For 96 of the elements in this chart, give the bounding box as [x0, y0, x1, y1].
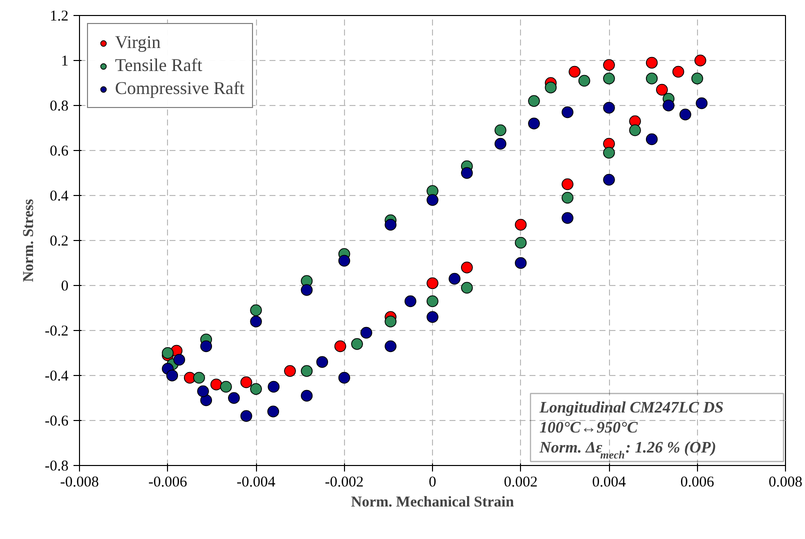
point [562, 192, 574, 204]
point [603, 146, 615, 159]
point [338, 254, 350, 267]
point [173, 354, 186, 366]
point [300, 390, 313, 402]
point [240, 410, 252, 422]
point [300, 365, 313, 377]
point [250, 316, 262, 328]
point [334, 340, 346, 352]
y-tick-label: 1.2 [50, 8, 68, 24]
y-tick-label: -0.4 [44, 368, 69, 384]
point [197, 385, 209, 398]
y-axis-title: Norm. Stress [20, 198, 37, 282]
x-tick-label: -0.002 [324, 474, 364, 490]
legend-label: Virgin [115, 32, 161, 53]
point [162, 347, 174, 359]
point [679, 108, 692, 120]
point [268, 380, 280, 393]
point [514, 236, 527, 249]
point [603, 59, 615, 71]
point [300, 284, 313, 296]
annotation: 100°C↔950°C [540, 420, 638, 436]
point [461, 167, 473, 179]
point [646, 133, 658, 146]
x-tick-label: -0.008 [60, 474, 99, 490]
y-tick-label: -0.6 [44, 414, 69, 430]
x-axis-title: Norm. Mechanical Strain [351, 494, 515, 510]
y-tick-label: 0.6 [50, 144, 69, 160]
point [426, 311, 438, 323]
point [448, 272, 460, 285]
point [240, 376, 252, 388]
annotation: Longitudinal CM247LC DS [538, 400, 724, 416]
x-tick-label: 0.008 [768, 474, 802, 490]
point [662, 100, 674, 112]
point [514, 257, 527, 269]
point [338, 372, 350, 384]
point [384, 316, 396, 328]
point [629, 124, 641, 136]
point [603, 174, 615, 186]
point [562, 212, 574, 224]
point [426, 277, 438, 290]
point [461, 262, 473, 274]
point [210, 378, 222, 390]
y-tick-label: -0.2 [44, 324, 69, 340]
y-tick-label: 0.4 [50, 188, 69, 204]
point [514, 218, 527, 231]
y-tick-label: 0.2 [50, 234, 68, 250]
point [461, 282, 473, 294]
point [360, 326, 372, 339]
x-tick-label: 0 [428, 474, 436, 490]
point [568, 66, 580, 78]
point [694, 54, 706, 66]
x-tick-label: 0.004 [592, 474, 626, 490]
point [603, 72, 615, 84]
point [646, 56, 658, 69]
y-tick-label: -0.8 [44, 458, 69, 474]
point [544, 82, 557, 94]
point [404, 295, 416, 308]
y-tick-label: 0 [61, 278, 68, 294]
point [220, 380, 232, 393]
point [562, 178, 574, 190]
point [250, 383, 262, 395]
point [384, 218, 396, 231]
point [384, 340, 396, 352]
x-tick-label: -0.006 [148, 474, 188, 490]
point [696, 97, 708, 110]
point [672, 66, 684, 78]
point [494, 138, 506, 150]
point [528, 118, 540, 130]
x-tick-label: 0.002 [504, 474, 538, 490]
point [646, 72, 658, 84]
point [691, 72, 704, 84]
point [200, 394, 212, 406]
legend-label: Tensile Raft [115, 55, 202, 76]
point [603, 102, 615, 114]
point [494, 124, 506, 136]
y-tick-label: 0.8 [50, 98, 68, 114]
point [656, 84, 668, 96]
point [250, 304, 262, 316]
y-tick-label: 1 [61, 54, 68, 70]
point [166, 370, 178, 382]
x-tick-label: -0.004 [236, 474, 276, 490]
x-tick-label: 0.006 [680, 474, 715, 490]
point [426, 295, 438, 308]
point [193, 372, 205, 384]
legend-label: Compressive Raft [115, 78, 244, 99]
point [284, 365, 296, 377]
point [267, 406, 280, 418]
point [578, 74, 590, 87]
point [228, 392, 240, 404]
point [528, 95, 540, 107]
point [200, 340, 212, 352]
point [562, 106, 574, 118]
point [316, 356, 328, 368]
point [426, 194, 438, 206]
point [351, 338, 363, 350]
